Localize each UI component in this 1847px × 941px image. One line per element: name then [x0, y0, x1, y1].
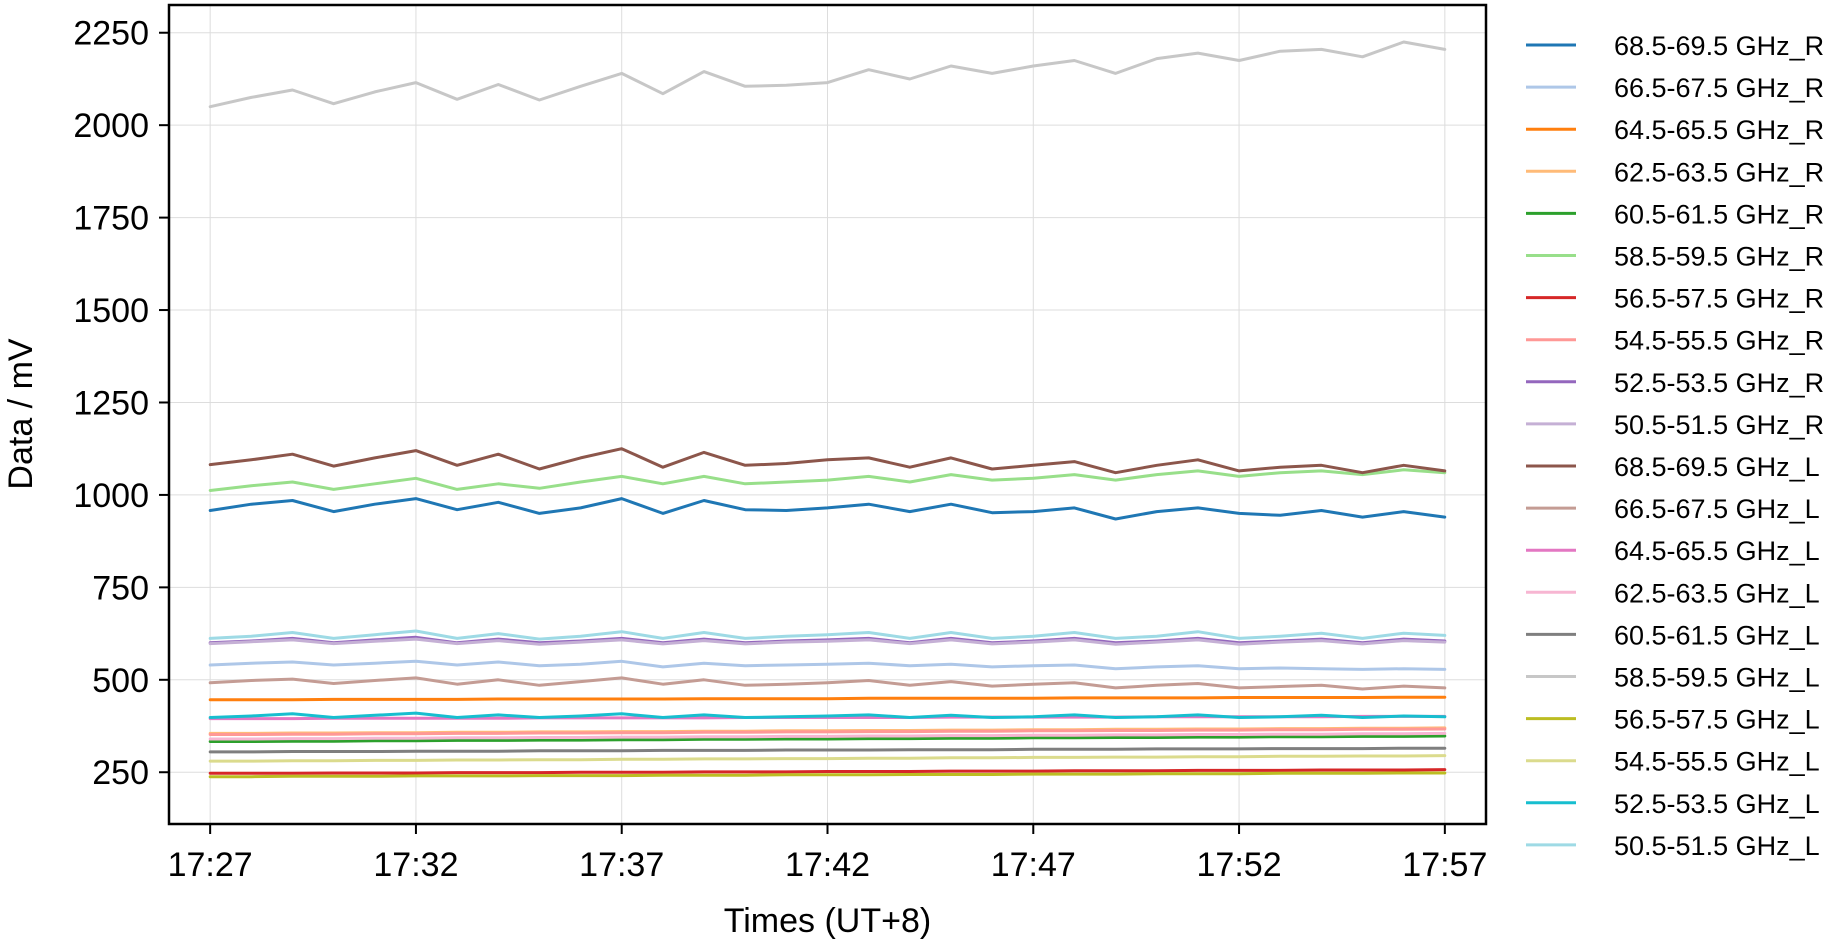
- series-line: [208, 659, 1447, 671]
- legend-label: 68.5-69.5 GHz_R: [1614, 31, 1824, 61]
- x-tick-label: 17:32: [373, 846, 458, 884]
- series-line: [208, 695, 1447, 702]
- legend-label: 64.5-65.5 GHz_R: [1614, 115, 1824, 145]
- series-line: [208, 711, 1447, 719]
- legend-label: 58.5-59.5 GHz_L: [1614, 663, 1820, 693]
- series-line: [208, 731, 1447, 741]
- legend-label: 52.5-53.5 GHz_R: [1614, 368, 1824, 398]
- y-tick-label: 2250: [73, 15, 149, 53]
- legend-label: 60.5-61.5 GHz_L: [1614, 620, 1820, 650]
- y-tick-label: 1750: [73, 200, 149, 238]
- series-line: [208, 637, 1447, 646]
- x-tick-label: 17:57: [1402, 846, 1487, 884]
- legend-label: 58.5-59.5 GHz_R: [1614, 242, 1824, 272]
- legend-label: 60.5-61.5 GHz_R: [1614, 199, 1824, 229]
- legend-label: 54.5-55.5 GHz_R: [1614, 326, 1824, 356]
- legend-label: 64.5-65.5 GHz_L: [1614, 536, 1820, 566]
- series-line: [208, 497, 1447, 521]
- series-line: [208, 754, 1447, 763]
- legend-label: 52.5-53.5 GHz_L: [1614, 789, 1820, 819]
- legend-label: 62.5-63.5 GHz_R: [1614, 157, 1824, 187]
- y-tick-label: 500: [92, 662, 149, 700]
- series-line: [208, 771, 1447, 779]
- y-tick-label: 750: [92, 569, 149, 607]
- legend-label: 62.5-63.5 GHz_L: [1614, 578, 1820, 608]
- legend-label: 66.5-67.5 GHz_L: [1614, 494, 1820, 524]
- y-tick-label: 1500: [73, 292, 149, 330]
- y-tick-label: 2000: [73, 107, 149, 145]
- series-lines: [208, 40, 1447, 779]
- series-line: [208, 447, 1447, 475]
- series-line: [208, 768, 1447, 775]
- legend-label: 50.5-51.5 GHz_L: [1614, 831, 1820, 861]
- series-line: [208, 746, 1447, 754]
- x-tick-label: 17:47: [991, 846, 1076, 884]
- y-tick-label: 1000: [73, 477, 149, 515]
- legend-label: 50.5-51.5 GHz_R: [1614, 410, 1824, 440]
- y-axis-label: Data / mV: [2, 338, 40, 489]
- x-tick-label: 17:27: [168, 846, 253, 884]
- series-line: [208, 727, 1447, 736]
- y-tick-label: 250: [92, 754, 149, 792]
- legend-label: 66.5-67.5 GHz_R: [1614, 73, 1824, 103]
- legend: 68.5-69.5 GHz_R 66.5-67.5 GHz_R 64.5-65.5 …: [1526, 31, 1824, 861]
- x-tick-label: 17:37: [579, 846, 664, 884]
- series-line: [208, 468, 1447, 492]
- y-tick-label: 1250: [73, 384, 149, 422]
- legend-label: 56.5-57.5 GHz_R: [1614, 284, 1824, 314]
- series-line: [208, 734, 1447, 743]
- x-tick-label: 17:42: [785, 846, 870, 884]
- axis-ticks: 250 500 750 1000 1250 1500 1750 2000 2250 17:27 17…: [73, 15, 1487, 884]
- x-tick-label: 17:52: [1197, 846, 1282, 884]
- legend-label: 54.5-55.5 GHz_L: [1614, 747, 1820, 777]
- x-axis-label: Times (UT+8): [724, 902, 931, 940]
- series-line: [208, 676, 1447, 691]
- series-line: [208, 40, 1447, 109]
- series-line: [208, 629, 1447, 641]
- legend-label: 68.5-69.5 GHz_L: [1614, 452, 1820, 482]
- legend-label: 56.5-57.5 GHz_L: [1614, 705, 1820, 735]
- grid: [169, 5, 1486, 824]
